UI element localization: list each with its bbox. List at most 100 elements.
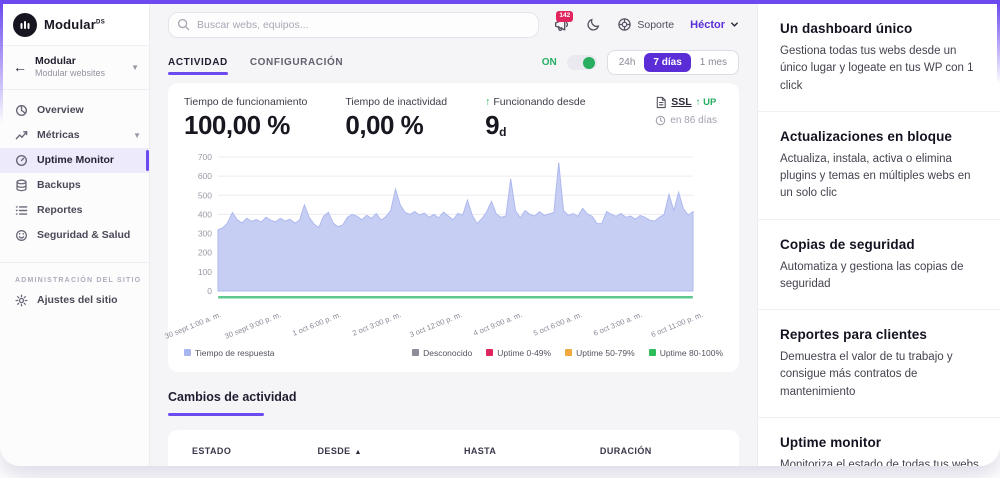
monitor-on-label: ON — [541, 57, 557, 69]
x-tick-label: 3 oct 12:00 p. m. — [407, 309, 463, 339]
accent-edge-right — [997, 4, 1000, 84]
range-option-1mes[interactable]: 1 mes — [699, 57, 727, 69]
back-arrow-icon[interactable]: ← — [13, 59, 27, 76]
uptime-panel: Tiempo de funcionamiento 100,00 % Tiempo… — [150, 81, 757, 466]
uptime-card: Tiempo de funcionamiento 100,00 % Tiempo… — [163, 82, 739, 372]
column-header-estado[interactable]: ESTADO — [192, 445, 232, 456]
svg-text:200: 200 — [198, 247, 212, 257]
legend-uptime-0-49[interactable]: Uptime 0-49% — [486, 348, 551, 358]
trend-line-icon — [15, 130, 28, 140]
sidebar-item-metricas[interactable]: Métricas ▼ — [0, 123, 149, 148]
sidebar: ModularDS ← Modular Modular websites ▼ O… — [0, 4, 150, 466]
brand-name: ModularDS — [44, 17, 106, 32]
sort-asc-icon: ▲ — [354, 448, 362, 456]
chart-canvas: 0 100 200 300 400 500 600 700 — [198, 152, 694, 298]
range-option-24h[interactable]: 24h — [618, 57, 636, 69]
legend-swatch — [486, 349, 494, 356]
uptime-value: 100,00 % — [184, 109, 290, 140]
database-icon — [16, 179, 27, 192]
search-icon — [177, 18, 190, 31]
sidebar-nav: Overview Métricas ▼ Uptime Monitor Backu… — [0, 90, 149, 313]
svg-text:300: 300 — [198, 228, 212, 238]
column-header-desde[interactable]: DESDE ▲ — [317, 445, 362, 456]
promo-card-uptime: Uptime monitor Monitoriza el estado de t… — [758, 418, 1000, 466]
since-value: 9d — [485, 109, 506, 140]
accent-edge-left — [0, 4, 3, 124]
user-menu[interactable]: Héctor — [690, 19, 739, 31]
column-header-hasta[interactable]: HASTA — [463, 445, 497, 456]
search-input[interactable] — [168, 11, 540, 38]
clock-icon — [656, 115, 666, 125]
tabs-row: ACTIVIDAD CONFIGURACIÓN ON 24h 7 días 1 … — [150, 45, 757, 80]
gauge-icon — [15, 154, 28, 166]
legend-uptime-80-100[interactable]: Uptime 80-100% — [648, 348, 723, 358]
ssl-link[interactable]: SSL — [671, 96, 692, 108]
chart-x-axis-labels: 30 sept 1:00 a. m. 30 sept 9:00 p. m. 1 oc… — [163, 306, 723, 346]
time-range-selector: 24h 7 días 1 mes — [606, 50, 739, 76]
svg-text:100: 100 — [198, 266, 212, 276]
activity-section-title: Cambios de actividad — [168, 389, 297, 404]
monitor-toggle[interactable] — [566, 55, 597, 71]
sidebar-item-reportes[interactable]: Reportes — [0, 198, 149, 223]
ssl-status: ↑ UP — [695, 96, 717, 108]
sidebar-item-overview[interactable]: Overview — [0, 98, 149, 123]
sidebar-divider — [0, 261, 149, 263]
tab-configuracion[interactable]: CONFIGURACIÓN — [249, 57, 344, 69]
legend-tiempo-respuesta[interactable]: Tiempo de respuesta — [184, 348, 275, 358]
search — [168, 11, 540, 38]
x-tick-label: 30 sept 1:00 a. m. — [162, 309, 222, 341]
support-button[interactable]: Soporte — [617, 17, 674, 32]
sidebar-item-ajustes[interactable]: Ajustes del sitio — [0, 288, 149, 313]
site-subtitle: Modular websites — [35, 68, 106, 79]
svg-text:400: 400 — [198, 209, 212, 219]
sidebar-item-uptime-monitor[interactable]: Uptime Monitor — [0, 147, 149, 173]
activity-title-underline — [168, 412, 264, 416]
site-switcher[interactable]: ← Modular Modular websites ▼ — [0, 46, 149, 90]
x-tick-label: 5 oct 6:00 a. m. — [532, 309, 584, 338]
svg-text:600: 600 — [198, 171, 212, 181]
toggle-knob — [582, 56, 595, 69]
legend-uptime-50-79[interactable]: Uptime 50-79% — [565, 348, 635, 358]
column-header-duracion[interactable]: DURACIÓN — [599, 445, 652, 456]
lifebuoy-icon — [618, 18, 632, 31]
promo-card-dashboard: Un dashboard único Gestiona todas tus we… — [758, 4, 1000, 112]
ssl-expiry: en 86 días — [670, 114, 717, 126]
promo-sidebar: Un dashboard único Gestiona todas tus we… — [757, 4, 1000, 466]
chart-legend: Tiempo de respuesta Desconocido Uptime 0… — [184, 348, 723, 362]
response-time-chart: 0 100 200 300 400 500 600 700 30 sept 1:00 a. m… — [163, 149, 723, 362]
chevron-down-icon[interactable]: ▼ — [131, 62, 139, 72]
main-content: 142 Soporte Héctor ACTIVIDAD — [150, 4, 757, 466]
sidebar-item-seguridad-salud[interactable]: Seguridad & Salud — [0, 223, 149, 248]
legend-swatch — [648, 349, 656, 356]
stat-running-since: ↑ Funcionando desde 9d — [485, 95, 586, 140]
legend-desconocido[interactable]: Desconocido — [412, 348, 472, 358]
sidebar-item-backups[interactable]: Backups — [0, 173, 149, 198]
downtime-value: 0,00 % — [345, 109, 424, 140]
sidebar-section-label: ADMINISTRACIÓN DEL SITIO — [15, 276, 142, 284]
announcements-button[interactable]: 142 — [553, 11, 574, 33]
svg-text:500: 500 — [198, 190, 212, 200]
ssl-block: SSL ↑ UP en 86 días — [655, 96, 723, 126]
topbar: 142 Soporte Héctor — [150, 4, 757, 45]
certificate-icon — [657, 96, 667, 108]
tab-actividad[interactable]: ACTIVIDAD — [168, 51, 228, 76]
legend-swatch — [565, 349, 573, 356]
stat-uptime: Tiempo de funcionamiento 100,00 % — [184, 95, 308, 140]
promo-card-actualizaciones: Actualizaciones en bloque Actualiza, ins… — [758, 112, 1000, 220]
dark-mode-button[interactable] — [586, 17, 601, 32]
svg-text:0: 0 — [207, 286, 212, 296]
chevron-down-icon: ▼ — [133, 130, 141, 140]
activity-table: ESTADO DESDE ▲ HASTA DURACIÓN — [168, 429, 739, 466]
brand-logo[interactable]: ModularDS — [0, 4, 149, 46]
modular-logo-icon — [13, 12, 37, 37]
legend-swatch — [412, 349, 420, 356]
legend-swatch — [184, 349, 191, 356]
moon-icon — [587, 18, 600, 31]
up-arrow-icon: ↑ — [485, 95, 491, 108]
svg-text:700: 700 — [198, 152, 212, 162]
notification-badge: 142 — [556, 11, 574, 22]
x-tick-label: 6 oct 11:00 p. m. — [649, 309, 705, 339]
x-tick-label: 1 oct 6:00 p. m. — [291, 309, 343, 338]
range-option-7dias[interactable]: 7 días — [644, 53, 691, 73]
